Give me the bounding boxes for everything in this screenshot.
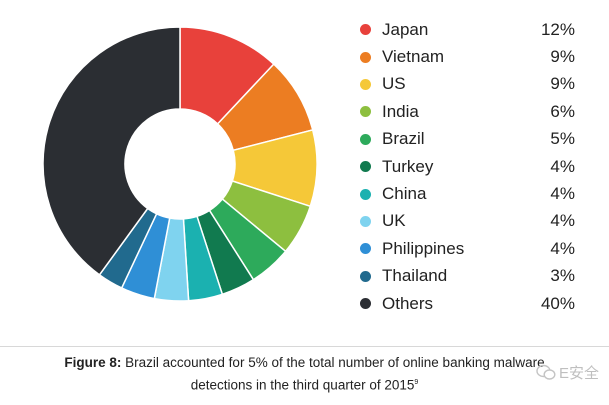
- figure-caption: Figure 8: Brazil accounted for 5% of the…: [0, 353, 609, 396]
- legend-value: 9%: [550, 74, 575, 94]
- legend-swatch: [360, 161, 371, 173]
- legend-swatch: [360, 215, 371, 227]
- legend-label: Brazil: [382, 129, 425, 149]
- legend-swatch: [360, 243, 371, 255]
- legend-value: 4%: [550, 238, 575, 258]
- footnote-mark: 9: [414, 379, 419, 386]
- legend-swatch: [360, 106, 371, 118]
- legend-label: Turkey: [382, 156, 434, 176]
- legend-label: Others: [382, 293, 434, 313]
- watermark: E安全: [536, 362, 599, 383]
- legend-value: 3%: [550, 266, 575, 286]
- legend-label: Japan: [382, 19, 429, 39]
- caption-text-1: Brazil accounted for 5% of the total num…: [121, 355, 545, 370]
- legend: Japan 12% Vietnam 9% US 9% India 6% Brazil 5% Turk…: [360, 16, 575, 317]
- figure-label: Figure 8:: [64, 355, 122, 370]
- legend-value: 6%: [550, 101, 575, 121]
- legend-item-thailand: Thailand 3%: [360, 263, 575, 290]
- legend-item-others: Others 40%: [360, 290, 575, 317]
- caption-text-2: detections in the third quarter of 2015: [190, 377, 415, 393]
- legend-item-us: US 9%: [360, 71, 575, 98]
- legend-label: Philippines: [382, 238, 465, 258]
- legend-label: Thailand: [382, 266, 448, 286]
- legend-item-uk: UK 4%: [360, 208, 575, 235]
- slice-others: [42, 27, 181, 276]
- legend-value: 9%: [550, 47, 575, 67]
- legend-label: China: [382, 184, 427, 204]
- legend-label: India: [382, 101, 419, 121]
- legend-value: 4%: [550, 184, 575, 204]
- legend-item-brazil: Brazil 5%: [360, 126, 575, 153]
- legend-label: UK: [382, 211, 406, 231]
- legend-swatch: [360, 188, 371, 200]
- legend-value: 4%: [550, 211, 575, 231]
- legend-swatch: [360, 51, 371, 63]
- chart-area: Japan 12% Vietnam 9% US 9% India 6% Brazil 5% Turk…: [42, 16, 575, 317]
- caption-line-1: Figure 8: Brazil accounted for 5% of the…: [0, 353, 609, 373]
- legend-swatch: [360, 133, 371, 145]
- legend-item-china: China 4%: [360, 180, 575, 207]
- wechat-icon: [536, 364, 556, 380]
- legend-value: 5%: [550, 129, 575, 149]
- caption-divider: [0, 346, 609, 347]
- legend-item-india: India 6%: [360, 98, 575, 125]
- watermark-text: E安全: [558, 365, 599, 382]
- legend-value: 4%: [550, 156, 575, 176]
- legend-label: US: [382, 74, 406, 94]
- legend-value: 12%: [540, 19, 575, 39]
- legend-item-japan: Japan 12%: [360, 16, 575, 43]
- legend-swatch: [360, 270, 371, 282]
- legend-swatch: [360, 298, 371, 310]
- legend-item-vietnam: Vietnam 9%: [360, 43, 575, 70]
- caption-line-2: detections in the third quarter of 20159: [0, 373, 609, 396]
- legend-value: 40%: [540, 293, 575, 313]
- legend-label: Vietnam: [382, 47, 445, 67]
- legend-swatch: [360, 24, 371, 36]
- donut-chart: [42, 27, 318, 302]
- legend-swatch: [360, 78, 371, 90]
- legend-item-philippines: Philippines 4%: [360, 235, 575, 262]
- legend-item-turkey: Turkey 4%: [360, 153, 575, 180]
